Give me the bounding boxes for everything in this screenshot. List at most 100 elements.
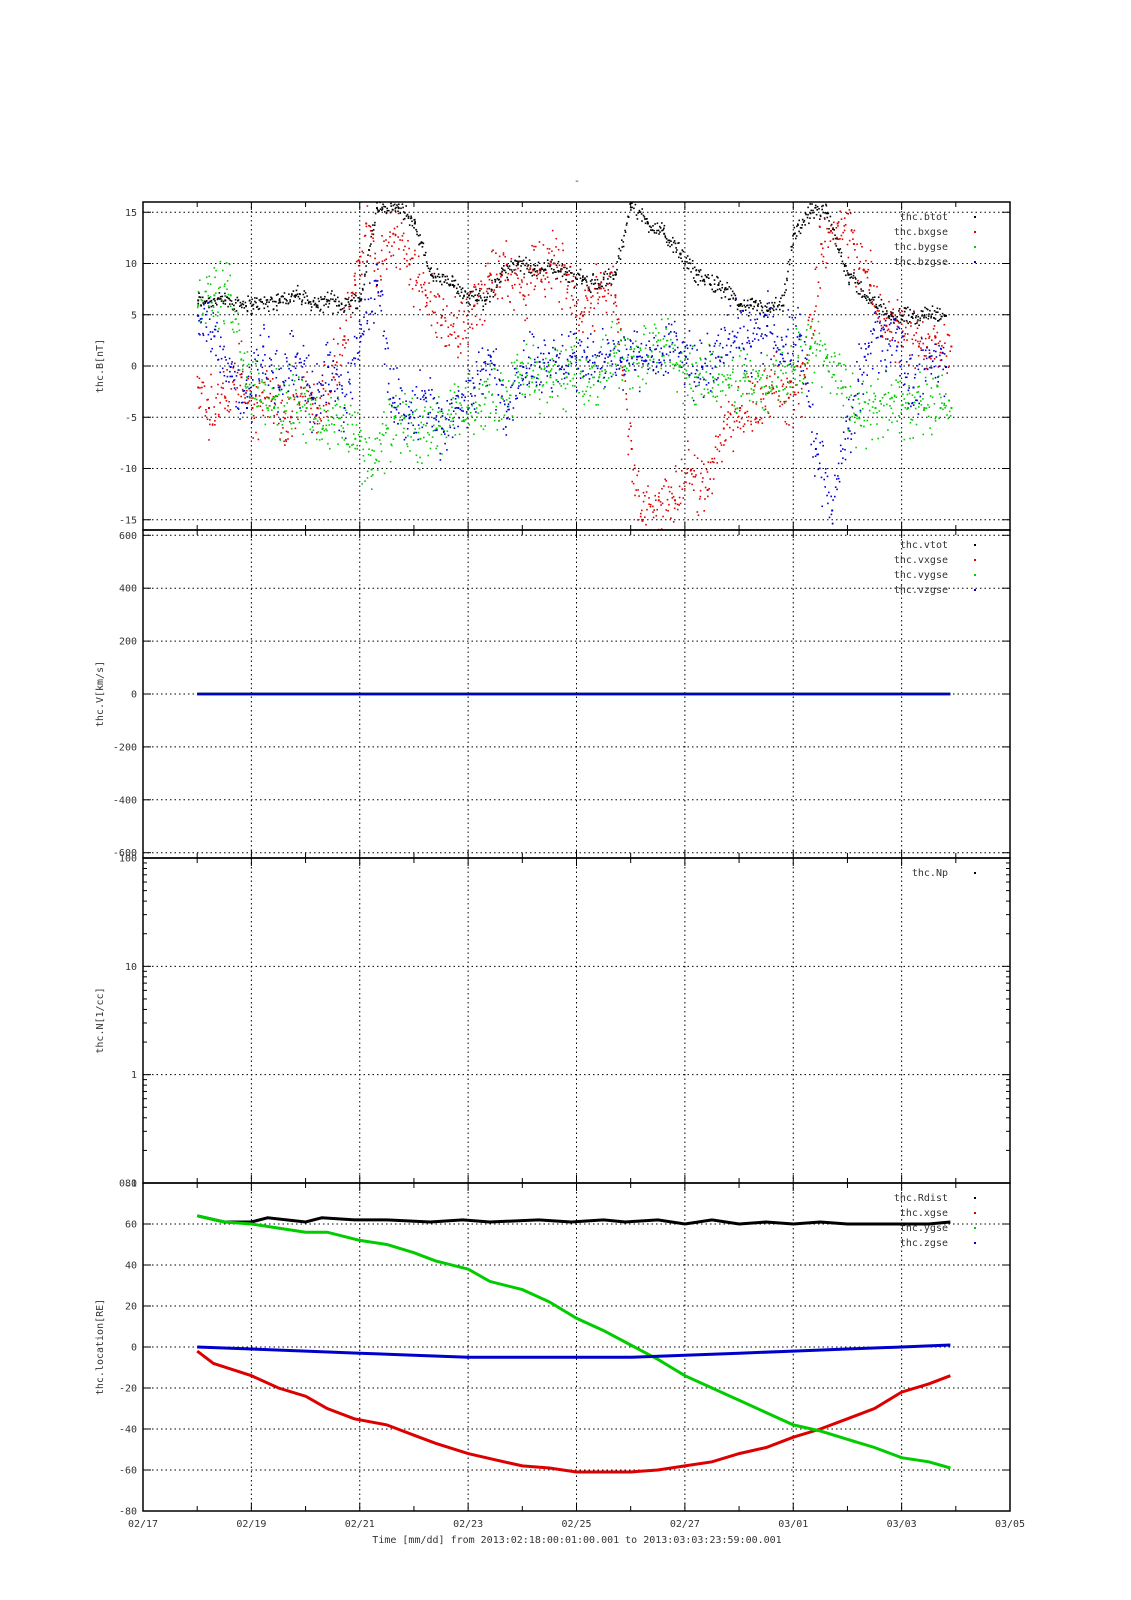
data-point: [237, 323, 240, 325]
data-point: [732, 371, 734, 373]
data-point: [866, 271, 869, 273]
data-point: [692, 390, 694, 392]
data-point: [321, 374, 324, 377]
data-point: [678, 485, 681, 488]
data-point: [406, 265, 408, 268]
data-point: [883, 404, 885, 407]
data-point: [459, 402, 461, 404]
data-point: [601, 353, 603, 355]
data-point: [479, 370, 482, 372]
data-point: [736, 407, 739, 409]
data-point: [524, 393, 526, 396]
data-point: [936, 331, 939, 334]
data-point: [738, 347, 741, 350]
data-point: [811, 381, 814, 384]
data-point: [692, 399, 695, 402]
data-point: [389, 368, 391, 370]
data-point: [797, 391, 800, 394]
data-point: [301, 379, 304, 382]
data-point: [561, 344, 564, 347]
data-point: [457, 396, 460, 399]
data-point: [348, 446, 351, 448]
data-point: [706, 276, 708, 279]
data-point: [526, 372, 528, 374]
data-point: [391, 444, 393, 447]
data-point: [942, 368, 944, 371]
data-point: [616, 268, 618, 271]
data-point: [455, 412, 457, 415]
data-point: [932, 377, 934, 380]
data-point: [489, 300, 491, 303]
data-point: [910, 357, 912, 360]
data-point: [312, 398, 314, 401]
data-point: [419, 369, 421, 371]
data-point: [743, 299, 745, 302]
data-point: [755, 403, 758, 405]
data-point: [296, 403, 299, 406]
data-point: [561, 378, 563, 380]
data-point: [433, 272, 436, 275]
data-point: [212, 306, 215, 308]
data-point: [910, 325, 912, 327]
data-point: [892, 308, 894, 311]
data-point: [321, 427, 324, 430]
data-point: [811, 403, 814, 406]
data-point: [603, 387, 605, 390]
data-point: [414, 428, 416, 430]
data-point: [482, 428, 485, 431]
data-point: [841, 260, 844, 263]
data-point: [304, 302, 307, 304]
data-point: [225, 359, 227, 361]
data-point: [494, 377, 496, 379]
data-point: [266, 378, 268, 380]
data-point: [889, 311, 892, 313]
data-point: [356, 444, 358, 447]
data-point: [262, 302, 265, 305]
data-point: [883, 324, 886, 326]
data-point: [487, 276, 489, 278]
data-point: [786, 377, 788, 380]
data-point: [516, 376, 519, 379]
data-point: [935, 415, 937, 418]
data-point: [682, 497, 685, 499]
data-point: [930, 373, 933, 375]
data-point: [870, 341, 873, 343]
data-point: [444, 345, 446, 347]
data-point: [346, 412, 348, 414]
data-point: [618, 247, 620, 250]
data-point: [610, 283, 613, 285]
data-point: [920, 349, 923, 351]
data-point: [853, 395, 856, 397]
data-point: [529, 331, 531, 333]
data-point: [482, 309, 484, 311]
data-point: [655, 334, 657, 337]
data-point: [837, 475, 839, 477]
data-point: [716, 288, 719, 291]
data-point: [418, 290, 420, 292]
data-point: [276, 424, 279, 426]
data-point: [341, 436, 343, 439]
data-point: [379, 432, 381, 434]
data-point: [949, 415, 952, 417]
data-point: [715, 378, 718, 381]
data-point: [748, 399, 751, 402]
data-point: [607, 377, 610, 379]
data-point: [438, 396, 440, 398]
data-point: [508, 408, 510, 411]
data-point: [331, 290, 333, 292]
data-point: [633, 198, 635, 200]
data-point: [666, 339, 669, 342]
data-point: [405, 215, 408, 217]
data-point: [224, 395, 226, 398]
data-point: [289, 333, 291, 335]
data-point: [310, 303, 312, 305]
data-point: [588, 311, 591, 313]
data-point: [893, 395, 896, 398]
data-point: [238, 401, 240, 404]
data-point: [879, 320, 881, 323]
data-point: [254, 297, 256, 299]
data-point: [736, 308, 739, 311]
data-point: [556, 395, 559, 397]
data-point: [290, 427, 293, 430]
data-point: [855, 278, 857, 280]
